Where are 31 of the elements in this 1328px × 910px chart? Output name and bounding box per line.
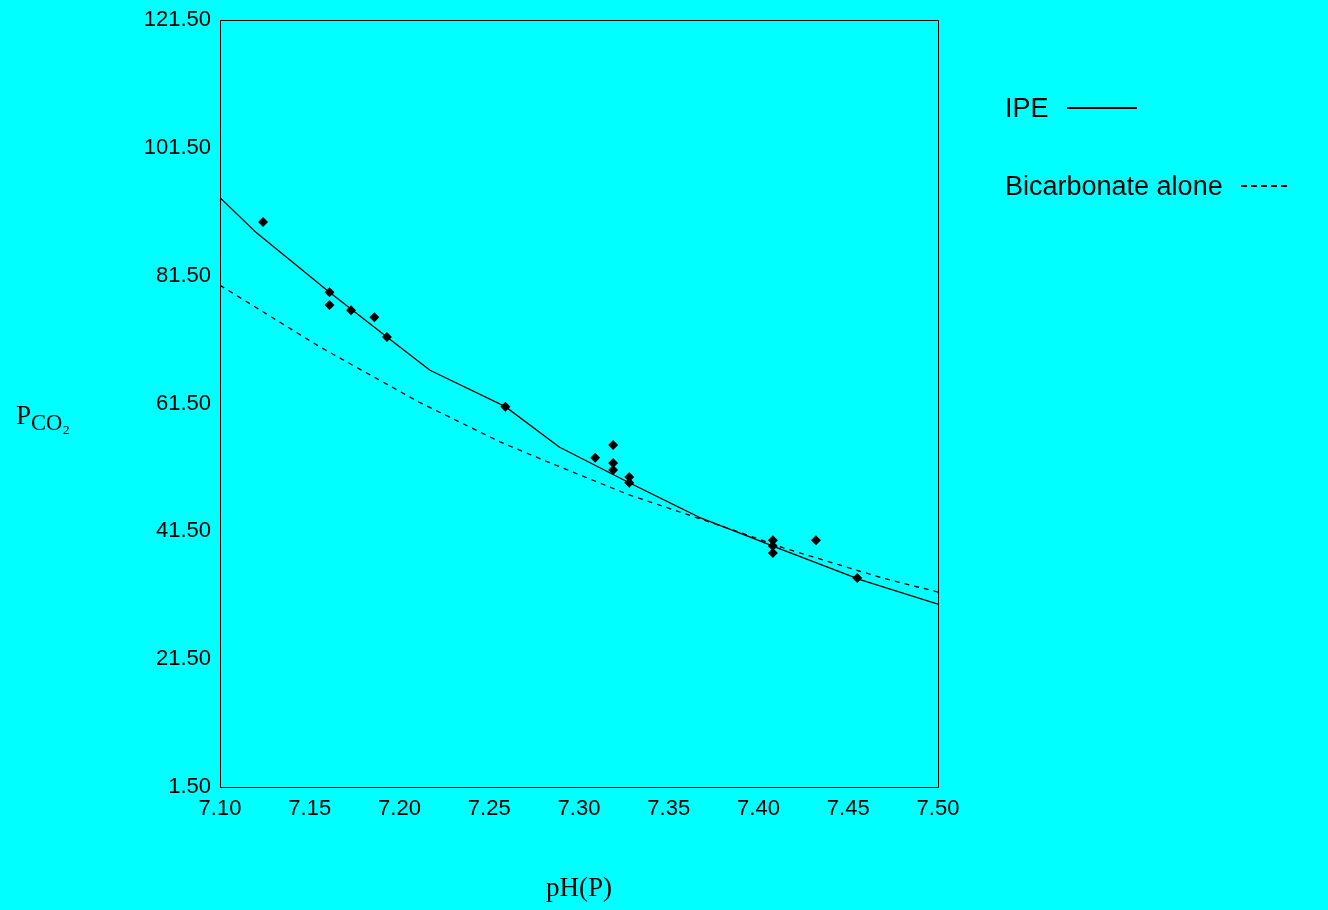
legend-label: Bicarbonate alone bbox=[1005, 170, 1223, 202]
point bbox=[324, 287, 335, 298]
x-tick-label: 7.40 bbox=[737, 795, 780, 821]
point bbox=[346, 305, 357, 316]
x-axis-title: pH(P) bbox=[545, 872, 613, 903]
point bbox=[369, 312, 380, 323]
point bbox=[810, 535, 821, 546]
x-tick-label: 7.35 bbox=[647, 795, 691, 821]
x-tick-label: 7.15 bbox=[288, 795, 332, 821]
point bbox=[381, 332, 392, 343]
y-tick-label: 41.50 bbox=[155, 517, 211, 543]
point bbox=[324, 300, 335, 311]
legend-label: IPE bbox=[1005, 92, 1049, 124]
x-tick-label: 7.50 bbox=[916, 795, 960, 821]
point bbox=[767, 548, 778, 559]
point bbox=[608, 457, 619, 468]
x-tick-label: 7.30 bbox=[557, 795, 601, 821]
y-tick-label: 121.50 bbox=[143, 6, 211, 32]
point bbox=[852, 572, 863, 583]
y-tick-label: 101.50 bbox=[143, 133, 211, 159]
y-tick-label: 21.50 bbox=[155, 645, 211, 671]
point bbox=[608, 440, 619, 451]
y-tick-label: 81.50 bbox=[155, 261, 211, 287]
x-tick-label: 7.20 bbox=[378, 795, 421, 821]
y-tick-label: 61.50 bbox=[155, 389, 211, 415]
x-tick-label: 7.25 bbox=[467, 795, 511, 821]
y-axis-title: P$_{CO₂}$ bbox=[16, 400, 71, 437]
point bbox=[590, 452, 601, 463]
point bbox=[500, 401, 511, 412]
x-tick-label: 7.45 bbox=[826, 795, 870, 821]
point bbox=[258, 216, 269, 227]
